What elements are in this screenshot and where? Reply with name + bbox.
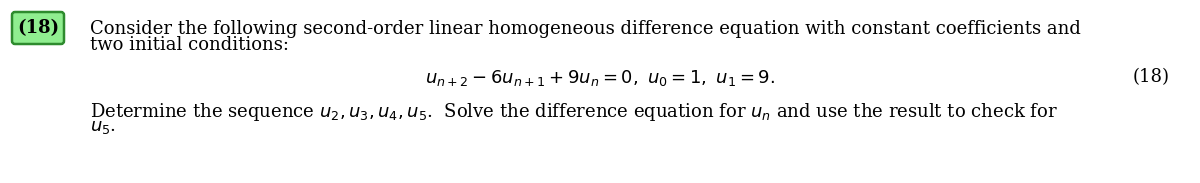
- Text: (18): (18): [17, 19, 59, 37]
- Text: two initial conditions:: two initial conditions:: [90, 36, 289, 54]
- Text: Consider the following second-order linear homogeneous difference equation with : Consider the following second-order line…: [90, 20, 1081, 38]
- Text: $u_{n+2} - 6u_{n+1} + 9u_n = 0,\ u_0 = 1,\ u_1 = 9.$: $u_{n+2} - 6u_{n+1} + 9u_n = 0,\ u_0 = 1…: [425, 68, 775, 88]
- Text: (18): (18): [1133, 68, 1170, 86]
- FancyBboxPatch shape: [12, 12, 64, 44]
- Text: $u_5$.: $u_5$.: [90, 118, 116, 136]
- Text: Determine the sequence $u_2, u_3, u_4, u_5$.  Solve the difference equation for : Determine the sequence $u_2, u_3, u_4, u…: [90, 101, 1058, 123]
